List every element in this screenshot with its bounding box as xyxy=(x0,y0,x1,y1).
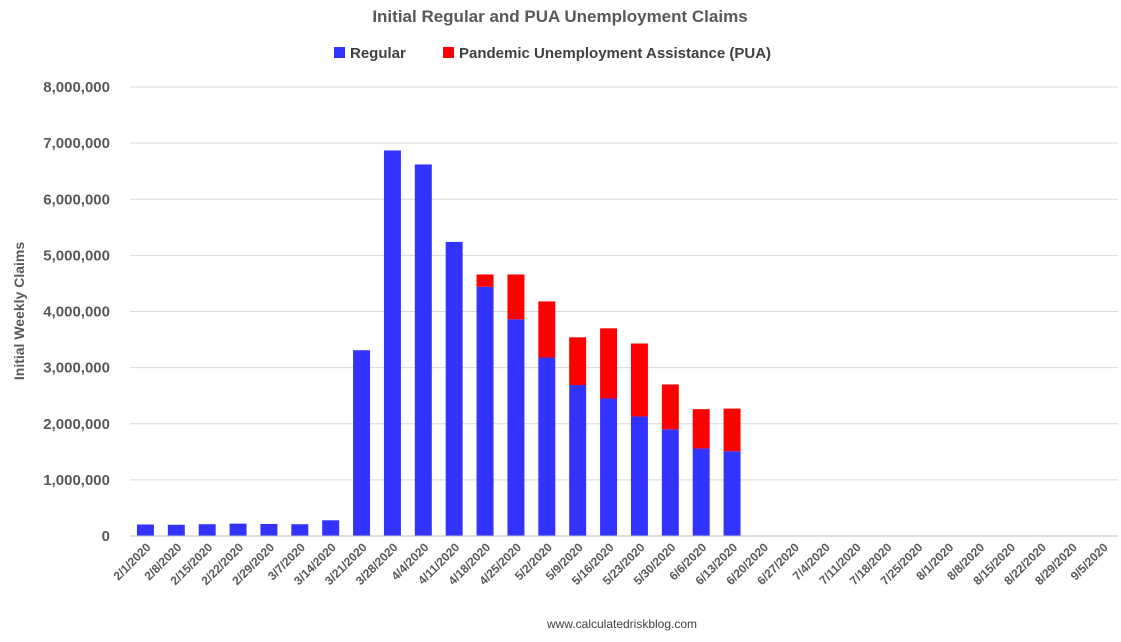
bar-regular xyxy=(538,357,556,536)
y-tick-label: 4,000,000 xyxy=(43,304,110,321)
bar-regular xyxy=(569,385,587,536)
bar-regular xyxy=(445,241,463,536)
y-axis-label: Initial Weekly Claims xyxy=(11,242,27,380)
bar-regular xyxy=(353,350,371,536)
bar-pua xyxy=(569,337,587,386)
bar-regular xyxy=(507,319,525,536)
bar-regular xyxy=(229,523,247,536)
bar-regular xyxy=(661,429,679,536)
bar-pua xyxy=(661,384,679,430)
legend: Regular Pandemic Unemployment Assistance … xyxy=(334,45,771,62)
legend-label: Pandemic Unemployment Assistance (PUA) xyxy=(459,45,771,62)
bar-regular xyxy=(600,398,618,536)
bar-regular xyxy=(260,523,278,536)
bar-regular xyxy=(136,524,154,536)
y-tick-label: 7,000,000 xyxy=(43,135,110,152)
bar-pua xyxy=(476,274,494,287)
gridlines xyxy=(130,86,1118,481)
bar-regular xyxy=(692,448,710,536)
y-tick-label: 1,000,000 xyxy=(43,472,110,489)
bar-regular xyxy=(198,524,216,536)
bar-regular xyxy=(723,451,741,536)
bar-regular xyxy=(383,150,401,536)
legend-label: Regular xyxy=(350,45,406,62)
y-tick-label: 0 xyxy=(102,528,110,545)
bar-pua xyxy=(630,343,648,417)
bar-pua xyxy=(507,274,525,320)
bar-regular xyxy=(630,416,648,536)
y-tick-label: 6,000,000 xyxy=(43,191,110,208)
y-axis-ticks: 0 1,000,000 2,000,000 3,000,000 4,000,000 5,0… xyxy=(43,79,110,545)
y-tick-label: 3,000,000 xyxy=(43,360,110,377)
x-axis-ticks: 2/1/20202/8/20202/15/20202/22/20202/29/2… xyxy=(111,540,1111,588)
chart-title: Initial Regular and PUA Unemployment Cla… xyxy=(372,7,747,26)
bar-regular xyxy=(291,524,309,536)
bar-pua xyxy=(538,301,556,358)
bar-pua xyxy=(723,408,741,452)
bar-regular xyxy=(322,520,340,536)
bar-regular xyxy=(476,286,494,536)
bar-regular xyxy=(167,524,185,536)
y-tick-label: 5,000,000 xyxy=(43,247,110,264)
source-credit: www.calculatedriskblog.com xyxy=(546,617,697,631)
y-tick-label: 2,000,000 xyxy=(43,416,110,433)
legend-swatch xyxy=(443,47,454,58)
bar-regular xyxy=(414,164,432,536)
bar-pua xyxy=(600,328,618,399)
bar-pua xyxy=(692,409,710,449)
y-tick-label: 8,000,000 xyxy=(43,79,110,96)
legend-swatch xyxy=(334,47,345,58)
bars xyxy=(136,150,741,536)
